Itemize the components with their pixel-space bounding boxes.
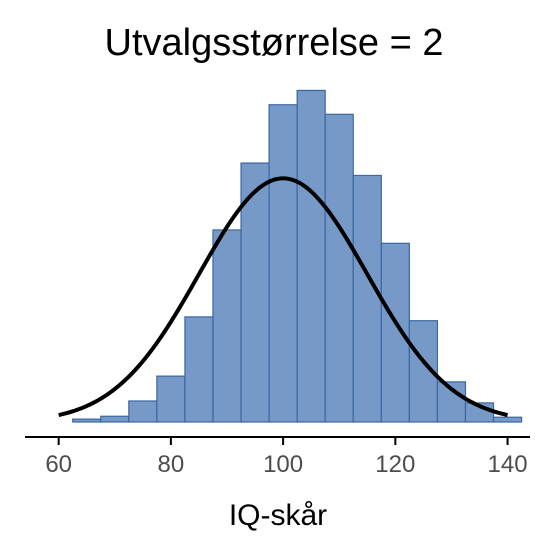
x-axis-label: IQ-skår: [229, 499, 327, 532]
histogram-bar-5: [212, 229, 242, 423]
x-tick-label-60: 60: [45, 451, 72, 478]
histogram-bar-10: [352, 174, 382, 423]
histogram-bar-8: [296, 89, 326, 423]
x-tick-label-80: 80: [158, 451, 185, 478]
histogram-bar-9: [324, 113, 354, 423]
chart-title: Utvalgsstørrelse = 2: [105, 22, 444, 64]
x-tick-label-140: 140: [488, 451, 528, 478]
histogram-bars: [72, 89, 523, 423]
histogram-bar-1: [100, 415, 130, 423]
histogram-bar-2: [128, 400, 158, 423]
histogram-bar-15: [492, 416, 523, 423]
x-tick-label-100: 100: [263, 451, 303, 478]
histogram-bar-4: [184, 316, 214, 423]
histogram-bar-11: [380, 242, 410, 423]
histogram-bar-3: [156, 375, 186, 423]
histogram-bar-0: [72, 418, 102, 423]
normal-curve: [58, 176, 509, 417]
x-tick-label-120: 120: [375, 451, 415, 478]
histogram-bar-7: [268, 104, 298, 423]
histogram-bar-6: [240, 162, 270, 423]
x-axis-ticks: 60 80 100 120 140: [45, 437, 528, 478]
